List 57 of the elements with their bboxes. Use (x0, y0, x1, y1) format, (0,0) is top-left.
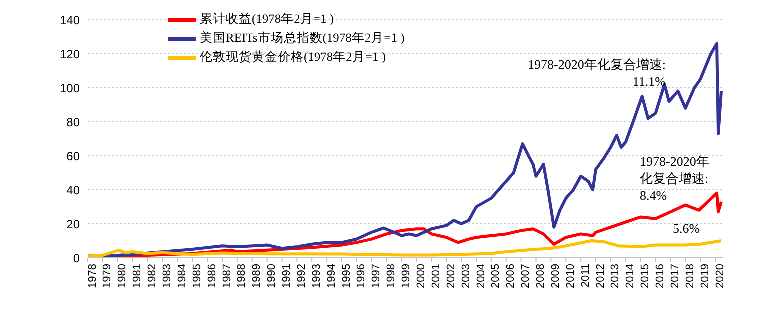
x-tick-label: 1994 (326, 264, 338, 288)
legend-label: 累计收益(1978年2月=1 ) (200, 11, 334, 28)
x-tick-label: 2017 (670, 264, 682, 288)
x-tick-label: 1990 (266, 264, 278, 288)
x-tick-label: 1988 (236, 264, 248, 288)
x-tick-label: 1981 (132, 264, 144, 288)
annotation: 1978-2020年化复合增速: 8.4% (640, 153, 710, 204)
y-tick-label: 0 (73, 251, 80, 266)
x-tick-label: 2020 (714, 264, 726, 288)
x-tick-label: 2007 (520, 264, 532, 288)
x-tick-label: 2006 (505, 264, 518, 288)
x-tick-label: 2002 (445, 264, 458, 288)
legend-label: 美国REITs市场总指数(1978年2月=1 ) (200, 30, 405, 47)
x-tick-label: 1986 (206, 264, 218, 288)
x-tick-label: 2014 (624, 264, 637, 288)
x-tick-label: 2015 (640, 264, 652, 288)
x-tick-label: 2001 (430, 264, 442, 288)
y-tick-label: 20 (66, 217, 80, 232)
x-tick-label: 2016 (654, 264, 667, 288)
y-tick-label: 140 (60, 13, 80, 28)
x-tick-label: 1993 (310, 264, 323, 288)
x-tick-label: 2003 (460, 264, 472, 288)
x-tick-label: 1996 (356, 264, 368, 288)
annotation: 5.6% (673, 220, 700, 237)
x-tick-label: 1991 (281, 264, 294, 288)
x-tick-label: 1983 (162, 264, 174, 288)
x-tick-label: 2009 (550, 264, 562, 288)
x-tick-label: 1987 (221, 264, 234, 288)
y-tick-label: 100 (60, 81, 80, 96)
x-tick-label: 1999 (400, 264, 413, 288)
x-tick-label: 1979 (102, 264, 114, 288)
x-tick-label: 1982 (146, 264, 159, 288)
x-tick-label: 1980 (116, 264, 129, 288)
x-tick-label: 2004 (475, 264, 488, 288)
x-tick-label: 1997 (370, 264, 383, 288)
x-tick-label: 1992 (296, 264, 308, 288)
y-tick-label: 40 (66, 183, 80, 198)
y-tick-label: 80 (66, 115, 80, 130)
x-tick-label: 2012 (594, 264, 607, 288)
x-tick-label: 2013 (610, 264, 622, 288)
annotation: 1978-2020年化复合增速: 11.1% (528, 56, 666, 90)
legend-label: 伦敦现货黄金价格(1978年2月=1 ) (200, 49, 386, 66)
x-tick-label: 2018 (684, 264, 696, 288)
x-tick-label: 2019 (699, 264, 712, 288)
y-tick-label: 120 (60, 47, 80, 62)
x-tick-label: 1984 (176, 264, 188, 288)
x-tick-label: 2000 (416, 264, 428, 288)
x-tick-label: 2008 (535, 264, 548, 288)
x-tick-label: 2005 (490, 264, 502, 288)
x-tick-label: 2010 (564, 264, 577, 288)
x-tick-label: 1978 (86, 264, 99, 288)
x-tick-label: 1989 (251, 264, 264, 288)
x-tick-label: 1985 (191, 264, 204, 288)
x-tick-label: 1998 (386, 264, 398, 288)
x-tick-label: 2011 (580, 264, 592, 288)
x-tick-label: 1995 (340, 264, 353, 288)
y-tick-label: 60 (66, 149, 80, 164)
